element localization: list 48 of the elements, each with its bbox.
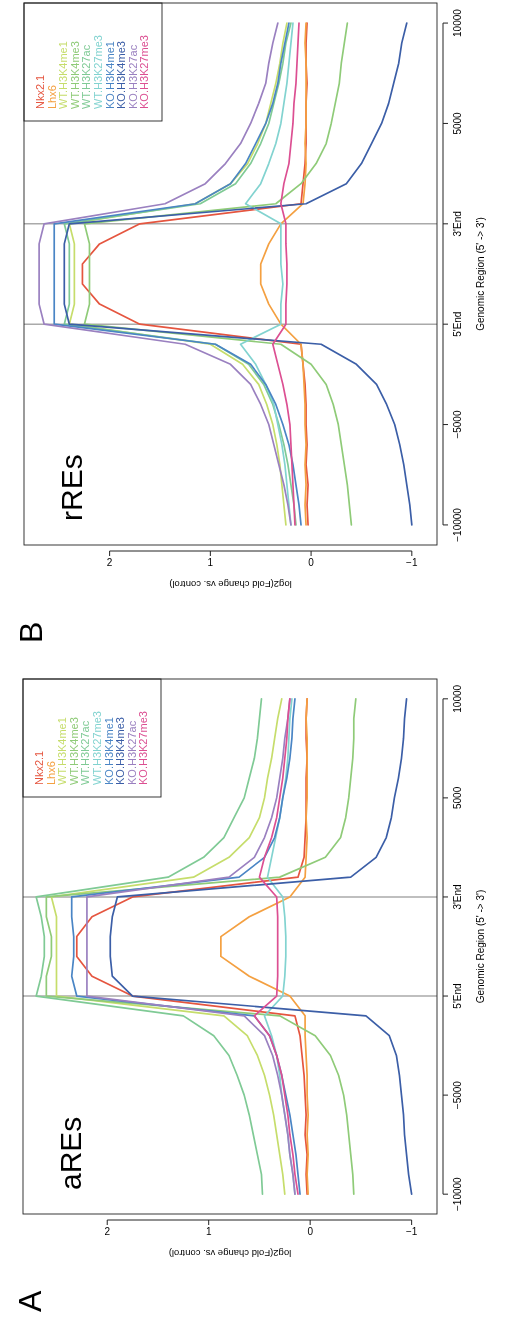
text: Nkx2.1 xyxy=(34,74,46,109)
text: KO.H3K27me3 xyxy=(138,35,151,109)
text: KO.H3K4me1 xyxy=(102,717,115,785)
y-tick-label: 10000 xyxy=(452,684,463,713)
text: rREs xyxy=(55,454,88,521)
text: WT.H3K27me3 xyxy=(92,35,104,109)
x-tick-label: 0 xyxy=(308,556,315,568)
y-tick-label: −10000 xyxy=(452,507,463,542)
x-tick-label: 1 xyxy=(205,1225,212,1237)
x-tick-label: 2 xyxy=(104,1225,111,1237)
text: WT.H3K4me3 xyxy=(67,717,80,785)
text: KO.H3K27ac xyxy=(125,720,138,785)
y-tick-label: 3'End xyxy=(452,211,463,237)
y-tick-label: 5'End xyxy=(452,311,463,337)
y-tick-label: 5000 xyxy=(452,786,463,810)
y-tick-label: −10000 xyxy=(452,1176,463,1212)
x-tick-label: 1 xyxy=(207,556,214,568)
y-tick-label: 10000 xyxy=(452,8,463,37)
text: B xyxy=(13,621,49,643)
text: KO.H3K27me3 xyxy=(137,711,150,785)
y-tick-label: −5000 xyxy=(452,1080,463,1110)
y-tick-label: 5'End xyxy=(452,983,463,1009)
text: WT.H3K4me1 xyxy=(57,41,70,109)
text: A xyxy=(12,1290,48,1312)
y-tick-label: −5000 xyxy=(452,410,463,439)
x-tick-label: −1 xyxy=(405,1225,418,1237)
y-axis-title: Genomic Region (5' -> 3') xyxy=(475,889,486,1004)
text: WT.H3K27ac xyxy=(79,720,92,785)
y-tick-label: 3'End xyxy=(452,884,463,910)
x-axis-title: log2(Fold change vs. control) xyxy=(169,579,292,590)
text: KO.H3K4me3 xyxy=(114,717,127,785)
x-axis-title: log2(Fold change vs. control) xyxy=(168,1248,292,1259)
y-tick-label: 5000 xyxy=(452,111,463,135)
text: WT.H3K4me3 xyxy=(68,41,81,109)
text: WT.H3K27me3 xyxy=(91,711,103,785)
y-axis-title: Genomic Region (5' -> 3') xyxy=(475,217,486,331)
x-tick-label: 0 xyxy=(307,1225,314,1237)
text: WT.H3K27ac xyxy=(80,44,93,109)
text: KO.H3K4me3 xyxy=(115,41,128,109)
text: aREs xyxy=(54,1116,87,1190)
text: KO.H3K27ac xyxy=(126,44,139,109)
x-tick-label: −1 xyxy=(406,556,418,568)
x-tick-label: 2 xyxy=(106,556,113,568)
text: Nkx2.1 xyxy=(33,750,45,785)
text: WT.H3K4me1 xyxy=(56,717,69,785)
text: KO.H3K4me1 xyxy=(103,41,116,109)
text: Lhx6 xyxy=(45,85,58,109)
text: Lhx6 xyxy=(44,761,57,785)
